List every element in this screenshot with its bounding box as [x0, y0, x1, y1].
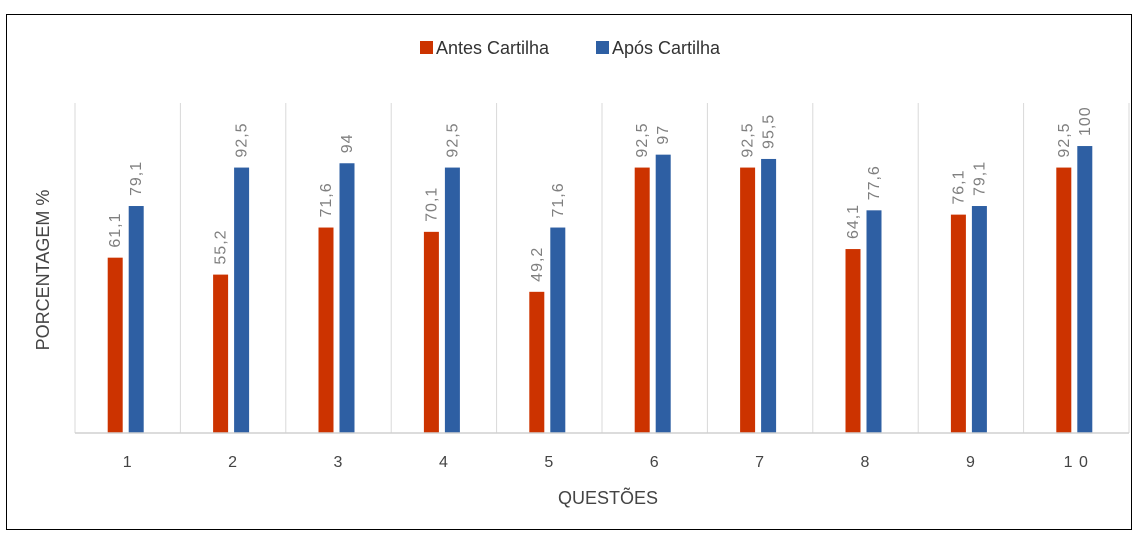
x-tick-label: 3 [334, 454, 344, 471]
data-label: 79,1 [971, 161, 988, 196]
x-tick-labels: 1 2 3 4 5 6 7 8 9 1 0 [123, 454, 1089, 471]
bar-apos-q8 [866, 210, 882, 433]
legend-swatch-apos [596, 41, 609, 54]
x-tick-label: 1 [123, 454, 133, 471]
data-label: 92,5 [634, 122, 651, 157]
data-label: 71,6 [550, 182, 567, 217]
bar-antes-q1 [107, 257, 123, 433]
data-label: 71,6 [318, 182, 335, 217]
chart-frame: 61,1 79,1 55,2 92,5 71,6 94 70,1 92,5 49,2 71,6 92… [6, 14, 1132, 530]
x-tick-label: 5 [544, 454, 554, 471]
bar-antes-q9 [950, 214, 966, 433]
data-label: 55,2 [213, 229, 230, 264]
x-tick-label: 8 [861, 454, 871, 471]
x-tick-label: 6 [650, 454, 660, 471]
legend: Antes Cartilha Após Cartilha [420, 38, 721, 58]
data-labels: 61,179,155,292,571,69470,192,549,271,692… [107, 106, 1094, 281]
data-label: 95,5 [761, 114, 778, 149]
data-label: 100 [1077, 106, 1094, 136]
bar-apos-q7 [761, 158, 777, 433]
bar-antes-q5 [529, 291, 545, 433]
bar-apos-q9 [971, 206, 987, 433]
x-tick-label: 4 [439, 454, 449, 471]
data-label: 79,1 [128, 161, 145, 196]
data-label: 64,1 [845, 204, 862, 239]
bar-apos-q5 [550, 227, 566, 433]
data-label: 92,5 [234, 122, 251, 157]
bar-antes-q2 [213, 274, 229, 433]
bar-antes-q10 [1056, 167, 1072, 433]
data-label: 92,5 [444, 122, 461, 157]
bar-apos-q1 [128, 206, 144, 433]
x-tick-label: 1 0 [1064, 454, 1089, 471]
bars [107, 146, 1093, 434]
data-label: 94 [339, 133, 356, 153]
bar-apos-q2 [234, 167, 250, 433]
x-tick-label: 9 [966, 454, 976, 471]
x-axis-title: QUESTÕES [558, 487, 658, 508]
bar-antes-q4 [423, 231, 439, 433]
y-axis-title: PORCENTAGEM % [33, 190, 53, 351]
bar-chart: 61,179,155,292,571,69470,192,549,271,692… [33, 38, 1130, 508]
data-label: 70,1 [423, 187, 440, 222]
bar-antes-q8 [845, 249, 861, 433]
grid-lines [74, 103, 1130, 433]
data-label: 76,1 [950, 169, 967, 204]
bar-apos-q4 [444, 167, 460, 433]
bar-apos-q6 [655, 154, 671, 434]
data-label: 92,5 [740, 122, 757, 157]
legend-swatch-antes [420, 41, 433, 54]
bar-antes-q7 [740, 167, 756, 433]
x-tick-label: 7 [755, 454, 765, 471]
data-label: 77,6 [866, 165, 883, 200]
data-label: 61,1 [107, 213, 124, 248]
data-label: 92,5 [1056, 122, 1073, 157]
bar-antes-q3 [318, 227, 334, 433]
bar-antes-q6 [634, 167, 650, 433]
data-label: 49,2 [529, 247, 546, 282]
legend-label-antes: Antes Cartilha [436, 38, 550, 58]
bar-apos-q10 [1077, 146, 1093, 434]
bar-apos-q3 [339, 163, 355, 433]
data-label: 97 [655, 125, 672, 145]
x-tick-label: 2 [228, 454, 238, 471]
legend-label-apos: Após Cartilha [612, 38, 721, 58]
